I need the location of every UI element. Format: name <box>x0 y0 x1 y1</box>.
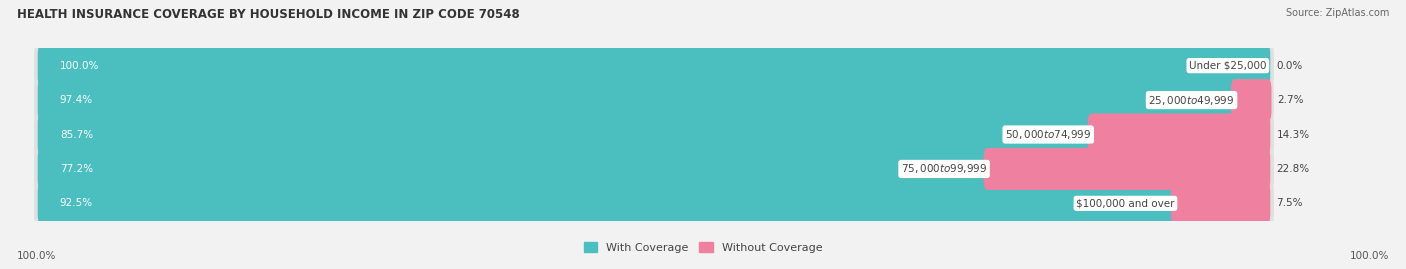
Text: 100.0%: 100.0% <box>59 61 100 71</box>
FancyBboxPatch shape <box>984 148 1270 190</box>
Text: 7.5%: 7.5% <box>1277 198 1303 208</box>
Text: 92.5%: 92.5% <box>59 198 93 208</box>
FancyBboxPatch shape <box>38 45 1270 87</box>
FancyBboxPatch shape <box>38 79 1239 121</box>
Text: 85.7%: 85.7% <box>59 129 93 140</box>
Text: $100,000 and over: $100,000 and over <box>1076 198 1174 208</box>
Text: 2.7%: 2.7% <box>1278 95 1305 105</box>
FancyBboxPatch shape <box>34 148 1274 190</box>
FancyBboxPatch shape <box>38 182 1178 224</box>
Text: 97.4%: 97.4% <box>59 95 93 105</box>
FancyBboxPatch shape <box>34 114 1274 155</box>
Text: $25,000 to $49,999: $25,000 to $49,999 <box>1149 94 1234 107</box>
FancyBboxPatch shape <box>34 45 1274 87</box>
Text: 0.0%: 0.0% <box>1277 61 1302 71</box>
Text: 100.0%: 100.0% <box>17 251 56 261</box>
Text: Under $25,000: Under $25,000 <box>1189 61 1267 71</box>
Text: 22.8%: 22.8% <box>1277 164 1309 174</box>
Text: 14.3%: 14.3% <box>1277 129 1309 140</box>
FancyBboxPatch shape <box>1232 79 1271 121</box>
Text: Source: ZipAtlas.com: Source: ZipAtlas.com <box>1285 8 1389 18</box>
FancyBboxPatch shape <box>34 182 1274 224</box>
Text: 100.0%: 100.0% <box>1350 251 1389 261</box>
Text: $50,000 to $74,999: $50,000 to $74,999 <box>1005 128 1091 141</box>
FancyBboxPatch shape <box>34 79 1274 121</box>
FancyBboxPatch shape <box>1171 182 1270 224</box>
Text: 77.2%: 77.2% <box>59 164 93 174</box>
FancyBboxPatch shape <box>38 148 991 190</box>
FancyBboxPatch shape <box>1088 114 1270 155</box>
FancyBboxPatch shape <box>38 114 1095 155</box>
Legend: With Coverage, Without Coverage: With Coverage, Without Coverage <box>583 242 823 253</box>
Text: HEALTH INSURANCE COVERAGE BY HOUSEHOLD INCOME IN ZIP CODE 70548: HEALTH INSURANCE COVERAGE BY HOUSEHOLD I… <box>17 8 520 21</box>
Text: $75,000 to $99,999: $75,000 to $99,999 <box>901 162 987 175</box>
